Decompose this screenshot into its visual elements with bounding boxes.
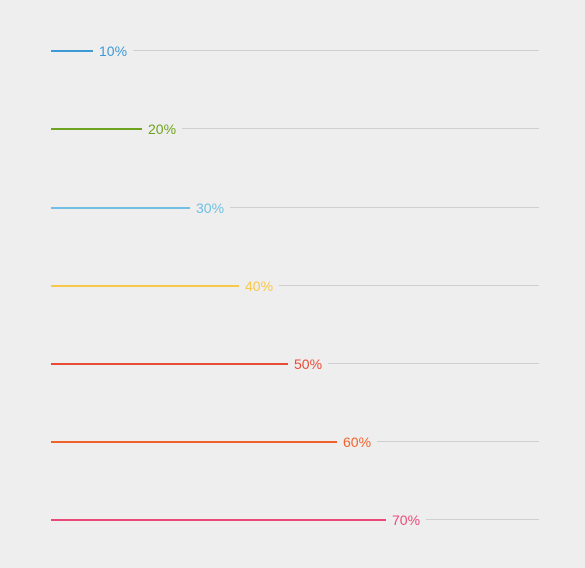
progress-track — [182, 128, 539, 129]
progress-bar-30: 30% — [51, 198, 539, 218]
progress-label: 60% — [343, 434, 372, 450]
progress-bar-50: 50% — [51, 354, 539, 374]
progress-fill — [51, 207, 190, 209]
progress-track — [328, 363, 539, 364]
progress-label: 40% — [245, 278, 274, 294]
progress-fill — [51, 285, 239, 287]
progress-track — [133, 50, 539, 51]
progress-fill — [51, 128, 142, 130]
progress-track — [279, 285, 539, 286]
progress-track — [377, 441, 539, 442]
progress-label: 30% — [196, 200, 225, 216]
progress-fill — [51, 363, 288, 365]
progress-label: 20% — [148, 121, 177, 137]
progress-track — [230, 207, 539, 208]
progress-label: 70% — [392, 512, 421, 528]
progress-bar-60: 60% — [51, 432, 539, 452]
progress-bar-20: 20% — [51, 119, 539, 139]
progress-track — [426, 519, 539, 520]
progress-label: 50% — [294, 356, 323, 372]
progress-fill — [51, 441, 337, 443]
progress-fill — [51, 519, 386, 521]
progress-bar-40: 40% — [51, 276, 539, 296]
progress-bar-70: 70% — [51, 510, 539, 530]
progress-fill — [51, 50, 93, 52]
progress-label: 10% — [99, 43, 128, 59]
progress-bar-10: 10% — [51, 41, 539, 61]
